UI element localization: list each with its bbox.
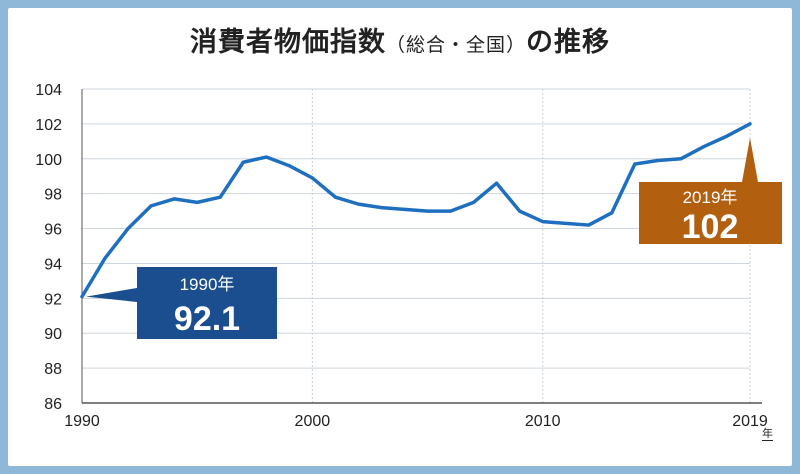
data-point [103, 256, 107, 260]
data-point [426, 209, 430, 213]
data-point [449, 209, 453, 213]
data-point [218, 195, 222, 199]
data-point [172, 197, 176, 201]
data-point [310, 176, 314, 180]
callout-1990: 1990年 92.1 [86, 267, 277, 339]
chart-title: 消費者物価指数（総合・全国）の推移 [0, 20, 800, 59]
y-tick-label: 94 [44, 256, 62, 273]
data-point [149, 204, 153, 208]
data-point [195, 200, 199, 204]
data-point [495, 181, 499, 185]
y-tick-label: 96 [44, 222, 62, 239]
y-tick-label: 88 [44, 361, 62, 378]
x-axis-unit: 年 [762, 427, 773, 441]
title-suffix: の推移 [526, 27, 610, 58]
data-point [356, 202, 360, 206]
data-point [656, 159, 660, 163]
data-point [472, 200, 476, 204]
callout-box [137, 267, 277, 339]
x-tick-label: 1990 [64, 413, 100, 430]
y-tick-label: 102 [35, 117, 62, 134]
series-line [80, 122, 752, 299]
title-paren: （総合・全国） [385, 34, 526, 56]
data-point [80, 295, 84, 299]
data-point [587, 223, 591, 227]
y-tick-label: 100 [35, 152, 62, 169]
data-point [702, 145, 706, 149]
data-point [725, 134, 729, 138]
callout-year-label: 1990年 [180, 275, 235, 294]
y-tick-label: 90 [44, 326, 62, 343]
data-point [126, 227, 130, 231]
data-point [241, 160, 245, 164]
data-point [633, 162, 637, 166]
data-point [287, 164, 291, 168]
callout-value: 102 [682, 208, 739, 246]
data-point [564, 221, 568, 225]
data-point [333, 195, 337, 199]
data-point [379, 206, 383, 210]
data-point [748, 122, 752, 126]
title-main: 消費者物価指数 [189, 27, 386, 58]
y-tick-label: 104 [35, 82, 62, 99]
data-point [679, 157, 683, 161]
callout-box [639, 182, 782, 244]
data-point [610, 211, 614, 215]
y-tick-label: 98 [44, 187, 62, 204]
callout-year-label: 2019年 [683, 188, 738, 207]
callout-pointer [86, 288, 137, 302]
y-tick-label: 86 [44, 396, 62, 413]
x-tick-label: 2019 [732, 413, 768, 430]
callout-value: 92.1 [174, 300, 240, 338]
data-point [541, 220, 545, 224]
data-point [518, 209, 522, 213]
callout-pointer [742, 137, 758, 182]
x-tick-label: 2010 [525, 413, 561, 430]
x-tick-label: 2000 [295, 413, 331, 430]
data-point [264, 155, 268, 159]
y-tick-label: 92 [44, 291, 62, 308]
data-point [402, 207, 406, 211]
